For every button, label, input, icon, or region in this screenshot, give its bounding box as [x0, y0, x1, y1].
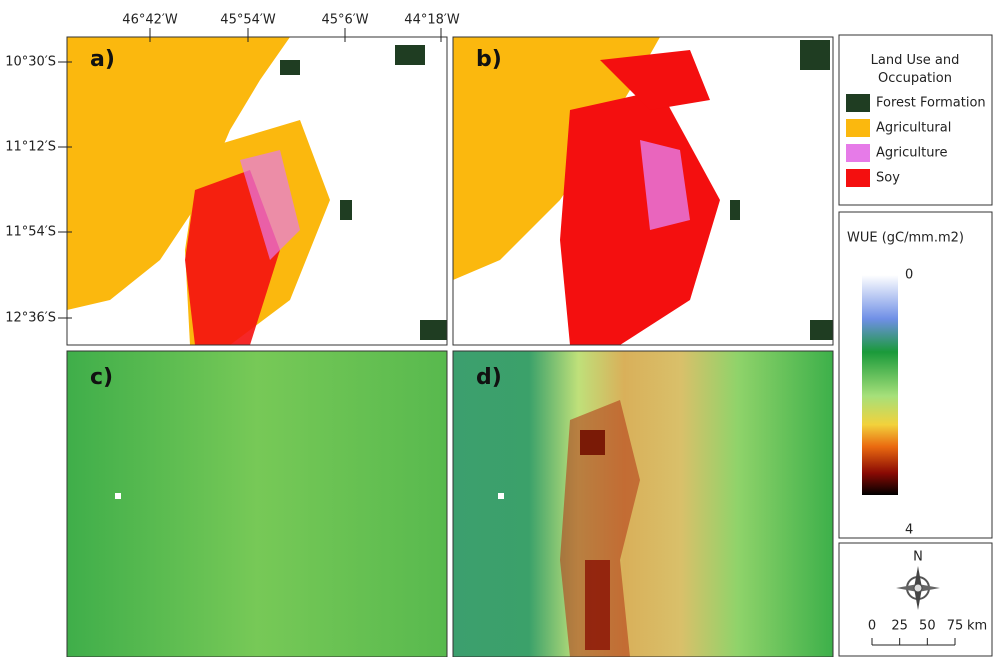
longitude-label: 45°6′W [321, 13, 368, 28]
legend-label: Agricultural [876, 121, 951, 136]
scale-unit: km [967, 619, 987, 634]
panel-label: b) [476, 47, 502, 72]
latitude-label: 12°36′S [5, 311, 56, 326]
map-panel [453, 37, 833, 345]
legend-label: Forest Formation [876, 96, 986, 111]
north-label: N [913, 550, 923, 565]
latitude-label: 10°30′S [5, 55, 56, 70]
scale-label: 75 [947, 619, 964, 634]
legend-swatch [846, 144, 870, 162]
map-panel [67, 351, 447, 657]
panel-label: c) [90, 365, 113, 390]
latitude-label: 11°12′S [5, 140, 56, 155]
colorbar-label: 4 [905, 523, 913, 538]
map-panel [453, 351, 833, 657]
panel-label: a) [90, 47, 115, 72]
map-panel [67, 37, 447, 345]
figure: a) b) c) d) 46°42′W 45°54′W 45°6′W 44°18… [0, 0, 993, 657]
colorbar-title: WUE (gC/mm.m2) [847, 231, 964, 246]
longitude-label: 46°42′W [122, 13, 178, 28]
legend-swatch [846, 94, 870, 112]
latitude-label: 11°54′S [5, 225, 56, 240]
longitude-label: 44°18′W [404, 13, 460, 28]
colorbar [862, 275, 898, 495]
colorbar-label: 0 [905, 268, 913, 283]
legend-label: Agriculture [876, 146, 948, 161]
longitude-label: 45°54′W [220, 13, 276, 28]
scale-label: 50 [919, 619, 936, 634]
legend-swatch [846, 169, 870, 187]
legend-label: Soy [876, 171, 900, 186]
legend-swatch [846, 119, 870, 137]
panel-label: d) [476, 365, 502, 390]
scale-label: 25 [891, 619, 908, 634]
colorbar-box [839, 212, 992, 538]
scale-label: 0 [868, 619, 876, 634]
